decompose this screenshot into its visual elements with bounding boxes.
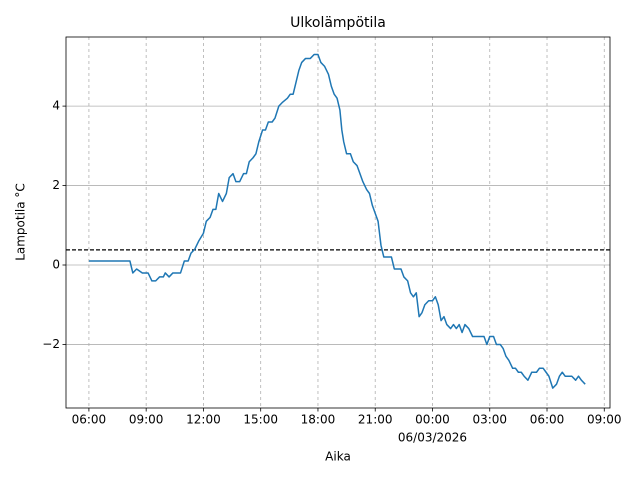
x-tick-label: 09:00 <box>587 413 622 427</box>
x-tick-label: 06:00 <box>530 413 565 427</box>
x-tick-label: 18:00 <box>301 413 336 427</box>
x-tick-label: 09:00 <box>129 413 164 427</box>
y-tick-label: −2 <box>42 337 60 351</box>
x-tick-label: 00:00 <box>415 413 450 427</box>
y-tick-label: 2 <box>52 178 60 192</box>
plot-frame <box>65 36 611 409</box>
x-tick-label: 21:00 <box>358 413 393 427</box>
y-tick-label: 4 <box>52 99 60 113</box>
temperature-line <box>88 53 586 389</box>
x-tick-label: 06:00 <box>72 413 107 427</box>
x-tick-label: 15:00 <box>243 413 278 427</box>
y-tick-label: 0 <box>52 258 60 272</box>
x-tick-label: 03:00 <box>472 413 507 427</box>
x-date-label: 06/03/2026 <box>398 431 467 445</box>
y-axis-label: Lampotila °C <box>14 183 28 261</box>
chart-title: Ulkolämpötila <box>290 15 386 31</box>
x-tick-label: 12:00 <box>186 413 221 427</box>
x-axis-label: Aika <box>325 450 351 464</box>
